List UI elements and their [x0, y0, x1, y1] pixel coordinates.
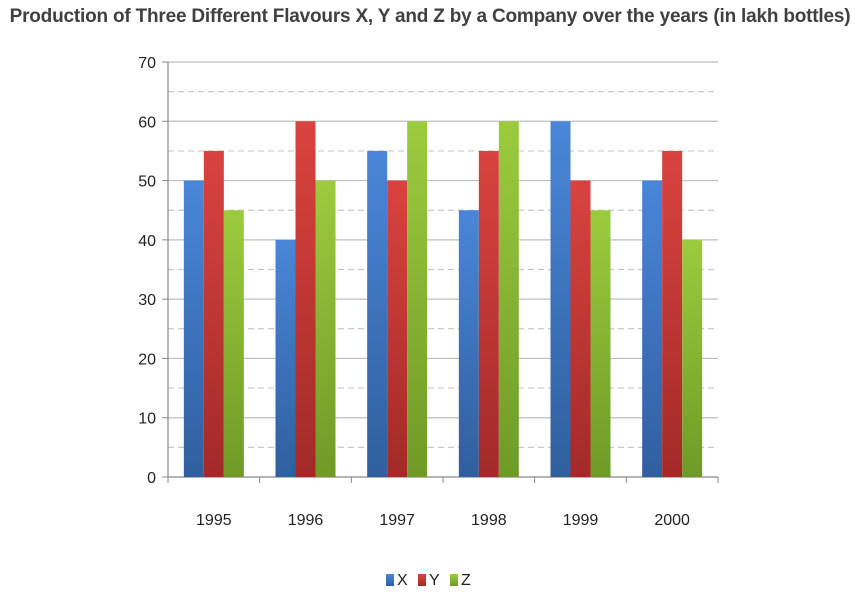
y-tick-label: 70	[138, 55, 156, 72]
x-tick-label: 1998	[471, 512, 507, 529]
y-tick-label: 10	[138, 411, 156, 428]
bars	[183, 121, 703, 478]
tick-labels: 0 10 20 30 40 50 60 70 1995 1996 1997 1998 1999 2000	[138, 55, 690, 529]
bar-Y-2000	[662, 150, 683, 477]
x-tick-label: 1999	[563, 512, 599, 529]
legend-swatch-Z	[450, 574, 458, 586]
y-tick-label: 40	[138, 233, 156, 250]
y-tick-label: 30	[138, 292, 156, 309]
bar-Y-1995	[203, 150, 224, 477]
bar-Z-1999	[590, 210, 611, 477]
x-tick-label: 2000	[654, 512, 690, 529]
bar-X-1999	[550, 121, 571, 478]
y-tick-label: 60	[138, 114, 156, 131]
legend-swatch-Y	[418, 574, 426, 586]
y-tick-label: 50	[138, 174, 156, 191]
grid-lines	[168, 61, 718, 448]
bar-Z-1996	[315, 180, 336, 478]
bar-Z-1995	[223, 210, 244, 477]
chart-title: Production of Three Different Flavours X…	[9, 6, 851, 27]
legend-swatch-X	[386, 574, 394, 586]
bar-Y-1997	[387, 180, 408, 478]
legend-label-Z: Z	[461, 572, 471, 589]
bar-Z-1997	[407, 121, 428, 478]
x-tick-label: 1995	[196, 512, 232, 529]
bar-Z-1998	[498, 121, 519, 478]
bar-Y-1996	[295, 121, 316, 478]
bar-X-1995	[183, 180, 204, 478]
y-tick-label: 0	[147, 470, 156, 487]
legend-label-Y: Y	[429, 572, 440, 589]
bar-X-1998	[458, 210, 479, 477]
y-tick-label: 20	[138, 351, 156, 368]
x-tick-label: 1996	[288, 512, 324, 529]
legend-label-X: X	[397, 572, 408, 589]
bar-Z-2000	[682, 239, 703, 477]
bar-X-1997	[367, 150, 388, 477]
bar-X-2000	[642, 180, 663, 478]
bar-Y-1998	[478, 150, 499, 477]
legend: X Y Z	[386, 572, 471, 589]
bar-X-1996	[275, 239, 296, 477]
axes	[162, 61, 719, 483]
bar-Y-1999	[570, 180, 591, 478]
x-tick-label: 1997	[379, 512, 415, 529]
